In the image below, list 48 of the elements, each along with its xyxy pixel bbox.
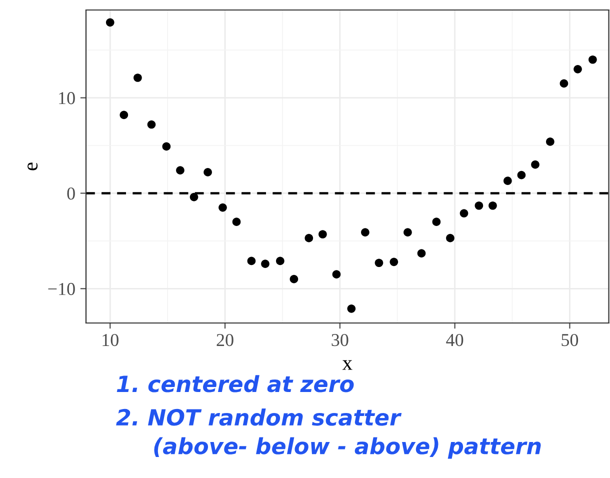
point [588,55,597,64]
text: (above- below - above) pattern [154,437,541,459]
point [120,110,128,120]
point [134,74,142,82]
point [432,218,441,226]
point [546,138,554,146]
point [417,249,426,258]
point [560,79,568,88]
point [106,18,114,27]
point [304,234,314,242]
point [190,192,198,202]
point [488,201,497,210]
y-tick-label: 0 [67,187,75,200]
point [276,256,284,266]
x-tick-label: 40 [446,334,464,346]
point [162,142,171,151]
point [204,168,212,176]
point [574,65,582,74]
x-tick-label: 20 [216,334,234,346]
point [176,166,184,174]
point [404,228,412,237]
point [147,120,156,129]
point [390,258,398,266]
x-tick-label: 30 [332,334,348,346]
point [517,170,526,180]
point [290,274,298,284]
y-tick-label: −10 [48,282,75,296]
y-tick-label: 10 [59,92,75,104]
x-axis-title: x [342,360,352,370]
point [332,270,341,278]
point [361,228,370,237]
point [446,234,454,242]
point [247,256,256,266]
point [460,209,468,218]
point [474,201,484,210]
point [218,203,227,212]
y-axis-title: e [28,162,38,170]
point [531,160,540,169]
x-tick-label: 10 [102,334,118,346]
point [318,230,327,238]
point [261,260,270,268]
text: 2. NOT random scatter [116,408,402,426]
point [374,258,384,268]
text: 1. centered at zero [116,375,354,392]
point [232,218,241,226]
point [504,176,512,185]
point [347,304,356,313]
x-tick-label: 50 [562,334,578,346]
